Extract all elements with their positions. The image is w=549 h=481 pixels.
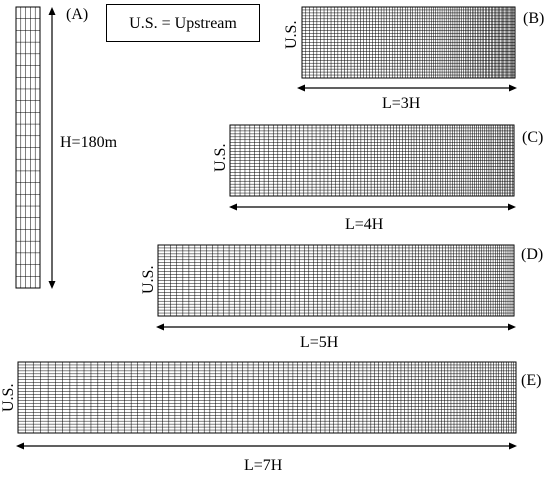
- panel-e-length-label: L=7H: [244, 457, 283, 474]
- panel-e-us-label: U.S.: [0, 383, 17, 412]
- length-arrow-c-head-left: [229, 203, 237, 211]
- panel-b-us-label: U.S.: [283, 20, 300, 49]
- panel-c-us-label: U.S.: [212, 143, 229, 172]
- panel-c-label: (C): [522, 129, 544, 146]
- panel-d-length-label: L=5H: [300, 334, 339, 351]
- length-arrow-d-head-left: [156, 323, 164, 331]
- legend-text: U.S. = Upstream: [129, 15, 237, 32]
- length-arrow-e-head-right: [509, 442, 517, 450]
- panel-c-length-label: L=4H: [345, 216, 384, 233]
- legend-box: U.S. = Upstream: [106, 4, 260, 42]
- height-arrow-head-bottom: [48, 281, 56, 289]
- length-arrow-d-head-right: [508, 323, 516, 331]
- height-label: H=180m: [60, 134, 118, 151]
- panel-b-label: (B): [523, 10, 545, 27]
- length-arrow-c-head-right: [508, 203, 516, 211]
- panel-d-us-label: U.S.: [140, 265, 157, 294]
- height-arrow-head-top: [48, 7, 56, 15]
- panel-b-length-label: L=3H: [382, 95, 421, 112]
- length-arrow-e-head-left: [16, 442, 24, 450]
- length-arrow-b-head-left: [297, 84, 305, 92]
- panel-a-label: (A): [66, 6, 89, 23]
- panel-e-label: (E): [521, 372, 542, 389]
- panel-d-label: (D): [521, 246, 544, 263]
- length-arrow-b-head-right: [509, 84, 517, 92]
